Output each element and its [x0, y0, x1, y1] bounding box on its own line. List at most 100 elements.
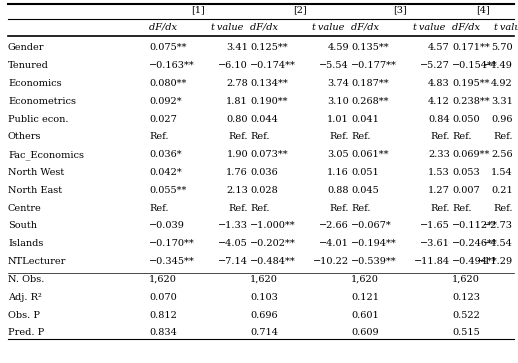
Text: −0.194**: −0.194** [351, 239, 397, 248]
Text: −5.27: −5.27 [420, 61, 450, 70]
Text: −0.154**: −0.154** [452, 61, 498, 70]
Text: Ref.: Ref. [494, 132, 513, 142]
Text: 0.070: 0.070 [149, 293, 177, 302]
Text: 1.54: 1.54 [491, 168, 513, 177]
Text: Adj. R²: Adj. R² [8, 293, 42, 302]
Text: Gender: Gender [8, 44, 45, 53]
Text: −10.22: −10.22 [313, 257, 349, 266]
Text: Ref.: Ref. [228, 204, 248, 213]
Text: −0.067*: −0.067* [351, 221, 392, 231]
Text: −6.10: −6.10 [218, 61, 248, 70]
Text: Ref.: Ref. [329, 204, 349, 213]
Text: 0.171**: 0.171** [452, 44, 490, 53]
Text: Tenured: Tenured [8, 61, 49, 70]
Text: Ref.: Ref. [329, 132, 349, 142]
Text: 0.050: 0.050 [452, 115, 480, 124]
Text: −0.039: −0.039 [149, 221, 185, 231]
Text: Ref.: Ref. [452, 132, 471, 142]
Text: Centre: Centre [8, 204, 42, 213]
Text: Ref.: Ref. [228, 132, 248, 142]
Text: 0.080**: 0.080** [149, 79, 186, 88]
Text: 4.83: 4.83 [428, 79, 450, 88]
Text: −0.246**: −0.246** [452, 239, 498, 248]
Text: 5.70: 5.70 [492, 44, 513, 53]
Text: 0.069**: 0.069** [452, 150, 490, 159]
Text: t value: t value [209, 23, 243, 32]
Text: 0.135**: 0.135** [351, 44, 388, 53]
Text: 0.075**: 0.075** [149, 44, 186, 53]
Text: 3.31: 3.31 [491, 97, 513, 106]
Text: −0.170**: −0.170** [149, 239, 195, 248]
Text: 0.051: 0.051 [351, 168, 379, 177]
Text: Others: Others [8, 132, 41, 142]
Text: 0.812: 0.812 [149, 310, 177, 319]
Text: 1.76: 1.76 [226, 168, 248, 177]
Text: 0.044: 0.044 [250, 115, 278, 124]
Text: 0.96: 0.96 [492, 115, 513, 124]
Text: Public econ.: Public econ. [8, 115, 68, 124]
Text: [4]: [4] [476, 5, 490, 15]
Text: −0.177**: −0.177** [351, 61, 397, 70]
Text: 0.123: 0.123 [452, 293, 480, 302]
Text: 0.036*: 0.036* [149, 150, 182, 159]
Text: 0.036: 0.036 [250, 168, 278, 177]
Text: 0.80: 0.80 [226, 115, 248, 124]
Text: 0.834: 0.834 [149, 328, 177, 337]
Text: 1,620: 1,620 [250, 275, 278, 284]
Text: Econometrics: Econometrics [8, 97, 76, 106]
Text: 0.696: 0.696 [250, 310, 278, 319]
Text: 0.609: 0.609 [351, 328, 379, 337]
Text: 4.59: 4.59 [327, 44, 349, 53]
Text: −0.345**: −0.345** [149, 257, 195, 266]
Text: Ref.: Ref. [494, 204, 513, 213]
Text: Ref.: Ref. [430, 132, 450, 142]
Text: [2]: [2] [293, 5, 306, 15]
Text: 3.41: 3.41 [226, 44, 248, 53]
Text: 0.134**: 0.134** [250, 79, 288, 88]
Text: Ref.: Ref. [351, 132, 370, 142]
Text: 1.53: 1.53 [428, 168, 450, 177]
Text: Economics: Economics [8, 79, 62, 88]
Text: [3]: [3] [394, 5, 407, 15]
Text: −1.33: −1.33 [218, 221, 248, 231]
Text: 0.190**: 0.190** [250, 97, 287, 106]
Text: South: South [8, 221, 37, 231]
Text: Ref.: Ref. [250, 204, 269, 213]
Text: 2.78: 2.78 [226, 79, 248, 88]
Text: 0.515: 0.515 [452, 328, 480, 337]
Text: Pred. P: Pred. P [8, 328, 44, 337]
Text: 0.601: 0.601 [351, 310, 379, 319]
Text: 1.16: 1.16 [327, 168, 349, 177]
Text: 2.13: 2.13 [226, 186, 248, 195]
Text: North West: North West [8, 168, 64, 177]
Text: t value: t value [310, 23, 344, 32]
Text: 1,620: 1,620 [351, 275, 379, 284]
Text: −5.54: −5.54 [319, 61, 349, 70]
Text: 4.92: 4.92 [491, 79, 513, 88]
Text: −0.163**: −0.163** [149, 61, 195, 70]
Text: dF/d​x: dF/d​x [250, 23, 278, 32]
Text: −0.484**: −0.484** [250, 257, 296, 266]
Text: 4.12: 4.12 [428, 97, 450, 106]
Text: N. Obs.: N. Obs. [8, 275, 45, 284]
Text: −1.65: −1.65 [420, 221, 450, 231]
Text: 0.522: 0.522 [452, 310, 480, 319]
Text: t value: t value [411, 23, 445, 32]
Text: −0.202**: −0.202** [250, 239, 296, 248]
Text: −4.01: −4.01 [319, 239, 349, 248]
Text: −0.112**: −0.112** [452, 221, 498, 231]
Text: 3.10: 3.10 [327, 97, 349, 106]
Text: 0.121: 0.121 [351, 293, 379, 302]
Text: 0.028: 0.028 [250, 186, 278, 195]
Text: −11.29: −11.29 [477, 257, 513, 266]
Text: Ref.: Ref. [149, 132, 168, 142]
Text: 0.045: 0.045 [351, 186, 379, 195]
Text: 0.187**: 0.187** [351, 79, 388, 88]
Text: 1.01: 1.01 [327, 115, 349, 124]
Text: 0.103: 0.103 [250, 293, 278, 302]
Text: 2.56: 2.56 [492, 150, 513, 159]
Text: 0.268**: 0.268** [351, 97, 388, 106]
Text: 0.714: 0.714 [250, 328, 278, 337]
Text: dF/d​x: dF/d​x [452, 23, 480, 32]
Text: 0.195**: 0.195** [452, 79, 490, 88]
